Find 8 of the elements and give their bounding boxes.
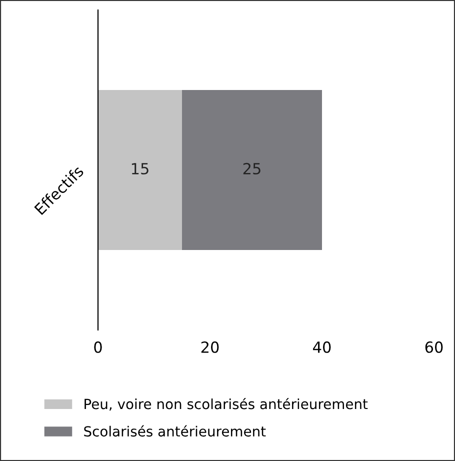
legend-label: Peu, voire non scolarisés antérieurement	[84, 398, 368, 411]
x-tick-label: 0	[94, 341, 102, 353]
data-label: 15	[132, 163, 148, 174]
x-tick-label: 20	[201, 341, 219, 353]
x-tick-label: 40	[313, 341, 331, 353]
x-tick-label: 60	[425, 341, 443, 353]
legend-label: Scolarisés antérieurement	[84, 425, 266, 437]
data-label: 25	[243, 162, 260, 174]
